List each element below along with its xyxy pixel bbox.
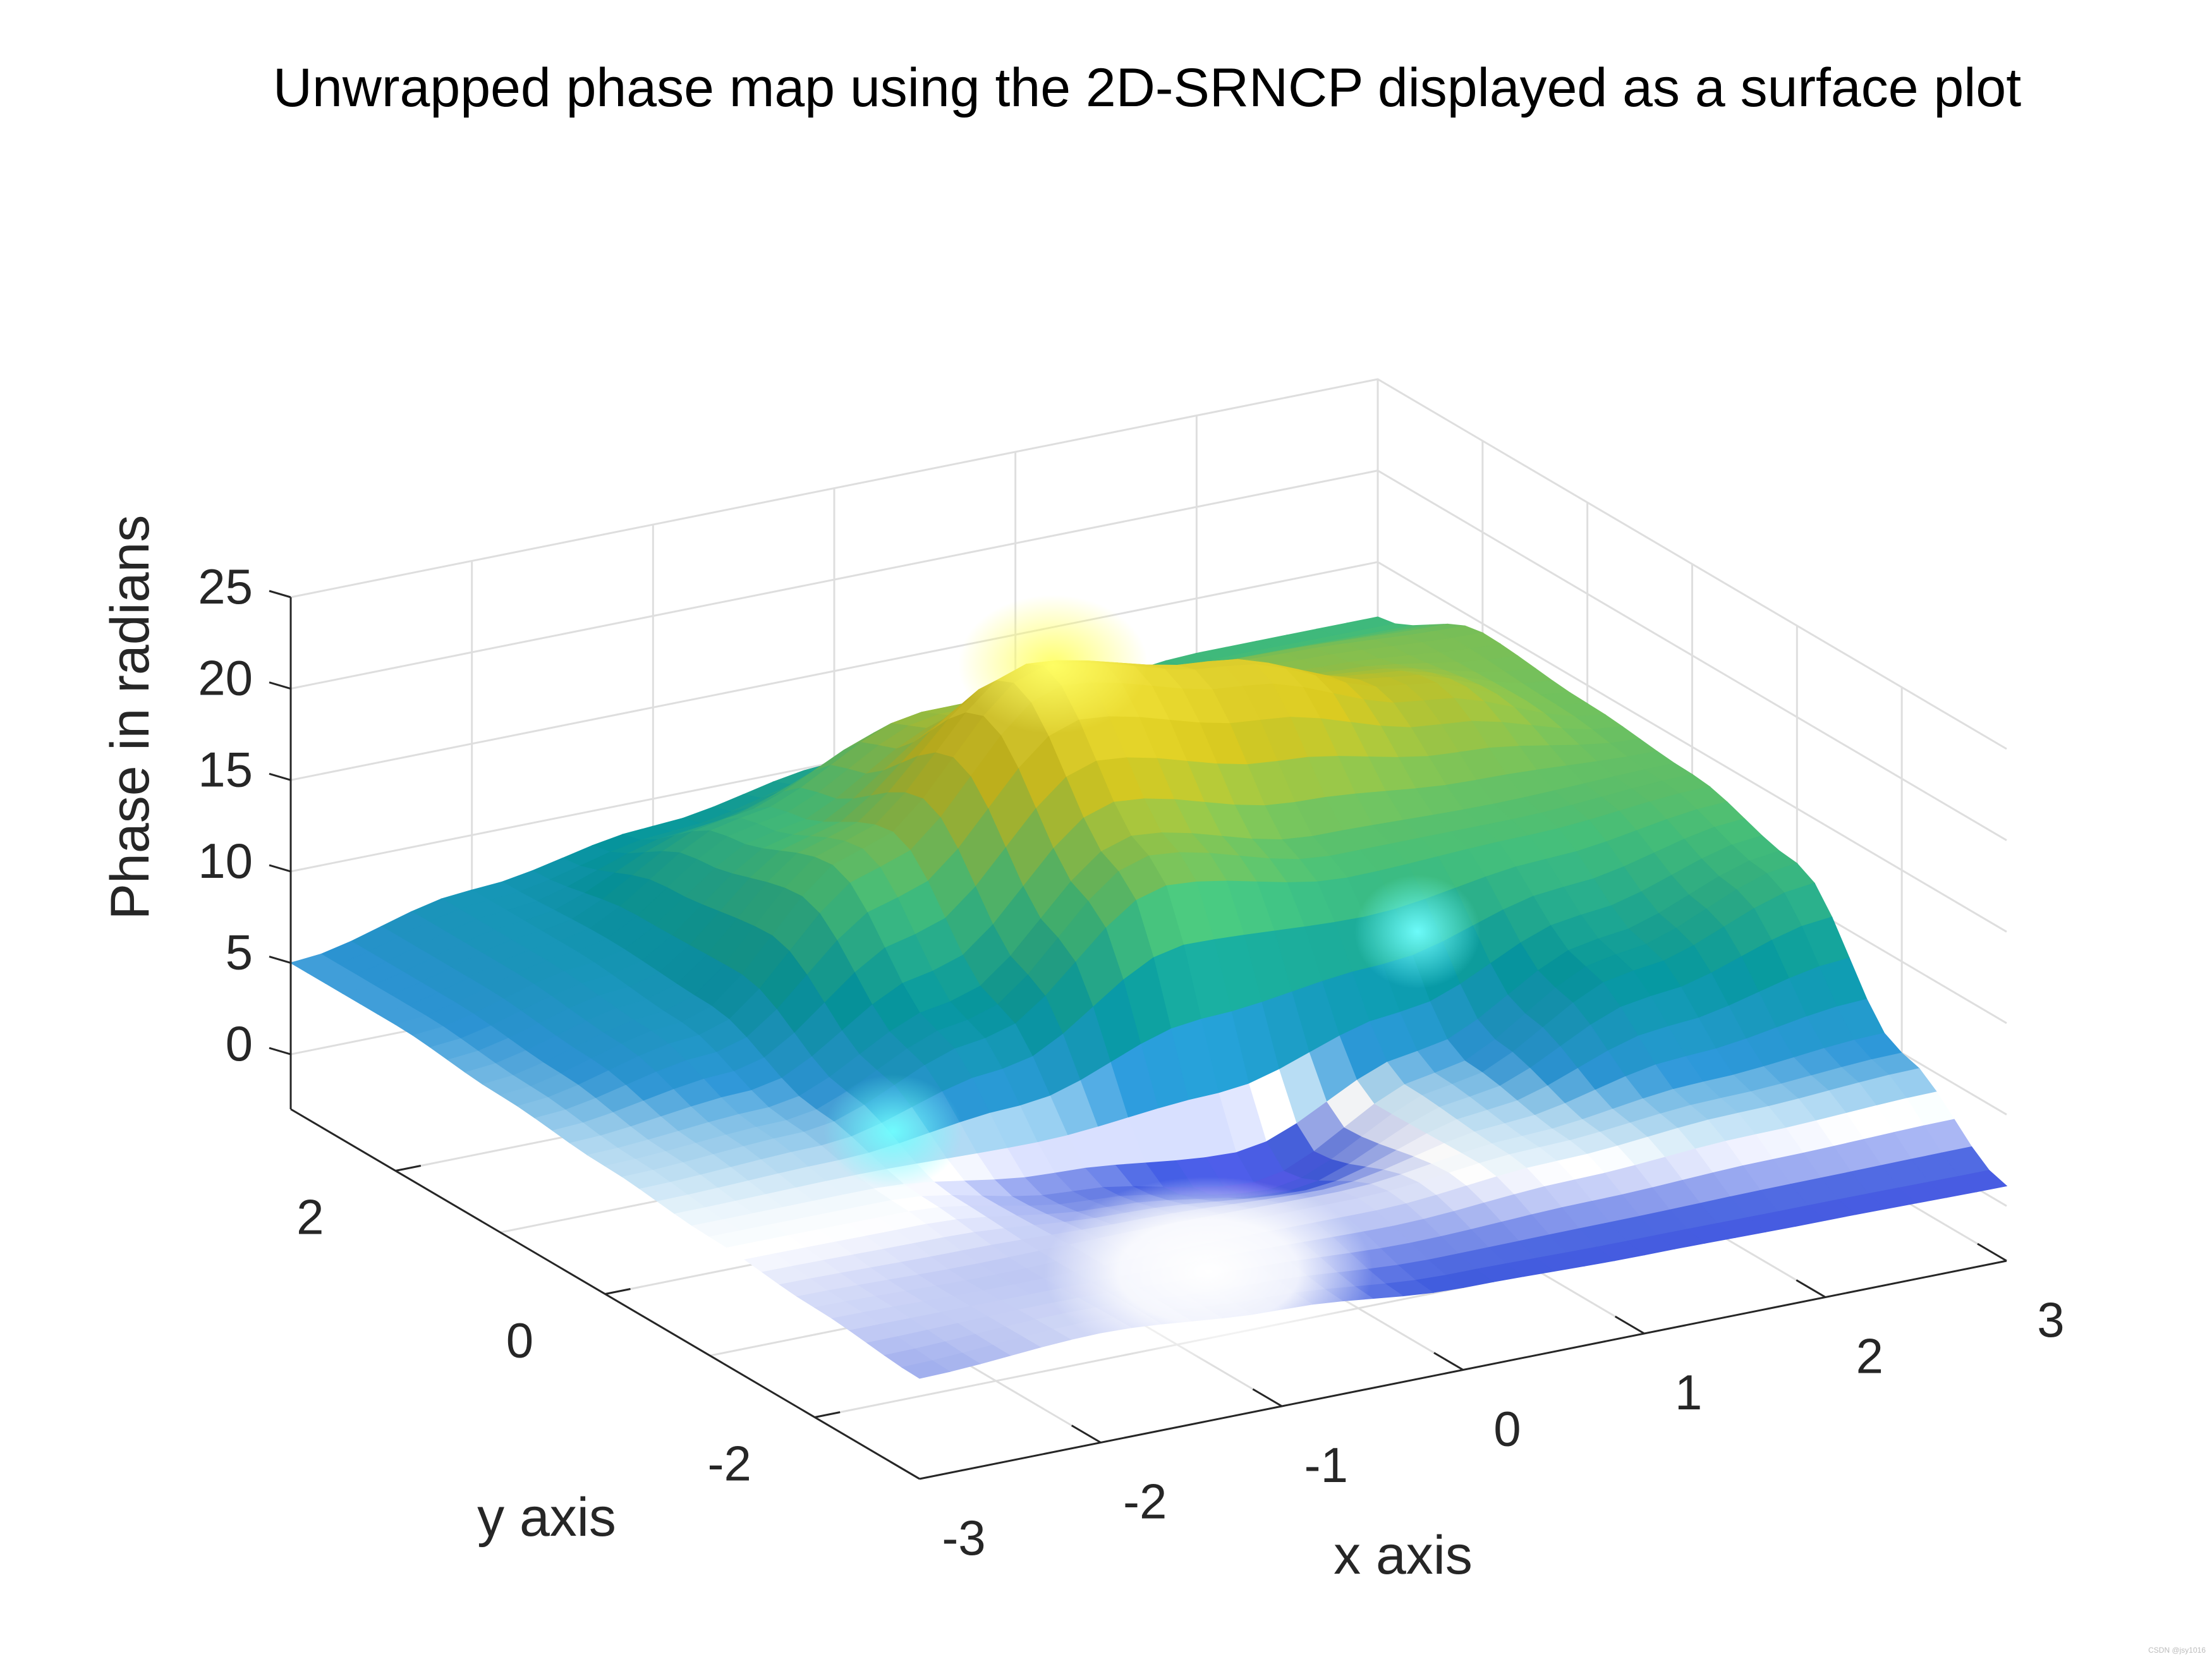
x-tick-label: 1 — [1675, 1364, 1702, 1420]
z-tick-label: 0 — [226, 1016, 253, 1071]
y-tick — [605, 1289, 631, 1294]
chart-title: Unwrapped phase map using the 2D-SRNCP d… — [273, 58, 2021, 118]
z-tick — [269, 1048, 291, 1054]
z-tick — [269, 683, 291, 689]
x-tick — [1796, 1280, 1825, 1297]
x-tick-label: -1 — [1304, 1437, 1348, 1493]
z-tick-label: 15 — [198, 741, 253, 797]
x-tick-label: 2 — [1856, 1328, 1883, 1384]
y-tick — [815, 1413, 840, 1418]
z-axis-title: Phase in radians — [100, 515, 161, 920]
x-tick — [1615, 1316, 1644, 1334]
z-tick-label: 20 — [198, 650, 253, 706]
x-tick — [1072, 1426, 1101, 1443]
dip-highlight-right — [1354, 875, 1481, 988]
peak-highlight — [958, 595, 1148, 734]
y-tick-label: -2 — [707, 1436, 751, 1492]
x-tick — [1253, 1389, 1282, 1406]
y-axis-title: y axis — [477, 1487, 616, 1548]
x-tick-label: -3 — [942, 1510, 985, 1565]
z-tick — [269, 957, 291, 963]
x-tick — [890, 1462, 920, 1479]
x-tick — [1978, 1244, 2007, 1261]
x-tick — [1434, 1353, 1463, 1370]
y-tick-label: 0 — [506, 1313, 533, 1368]
y-tick — [396, 1166, 421, 1171]
z-tick — [269, 865, 291, 872]
x-tick-label: 0 — [1493, 1401, 1521, 1457]
x-tick-label: 3 — [2037, 1292, 2064, 1347]
low-highlight — [1044, 1177, 1373, 1366]
z-tick-label: 5 — [226, 925, 253, 980]
x-axis-title: x axis — [1334, 1525, 1473, 1586]
z-tick-label: 25 — [198, 559, 253, 614]
watermark: CSDN @jsy1016 — [2148, 1646, 2206, 1655]
z-tick — [269, 774, 291, 780]
z-tick — [269, 591, 291, 597]
z-tick-label: 10 — [198, 833, 253, 889]
x-tick-label: -2 — [1123, 1474, 1167, 1529]
dip-highlight-left — [823, 1074, 963, 1188]
y-tick-label: 2 — [296, 1189, 324, 1245]
